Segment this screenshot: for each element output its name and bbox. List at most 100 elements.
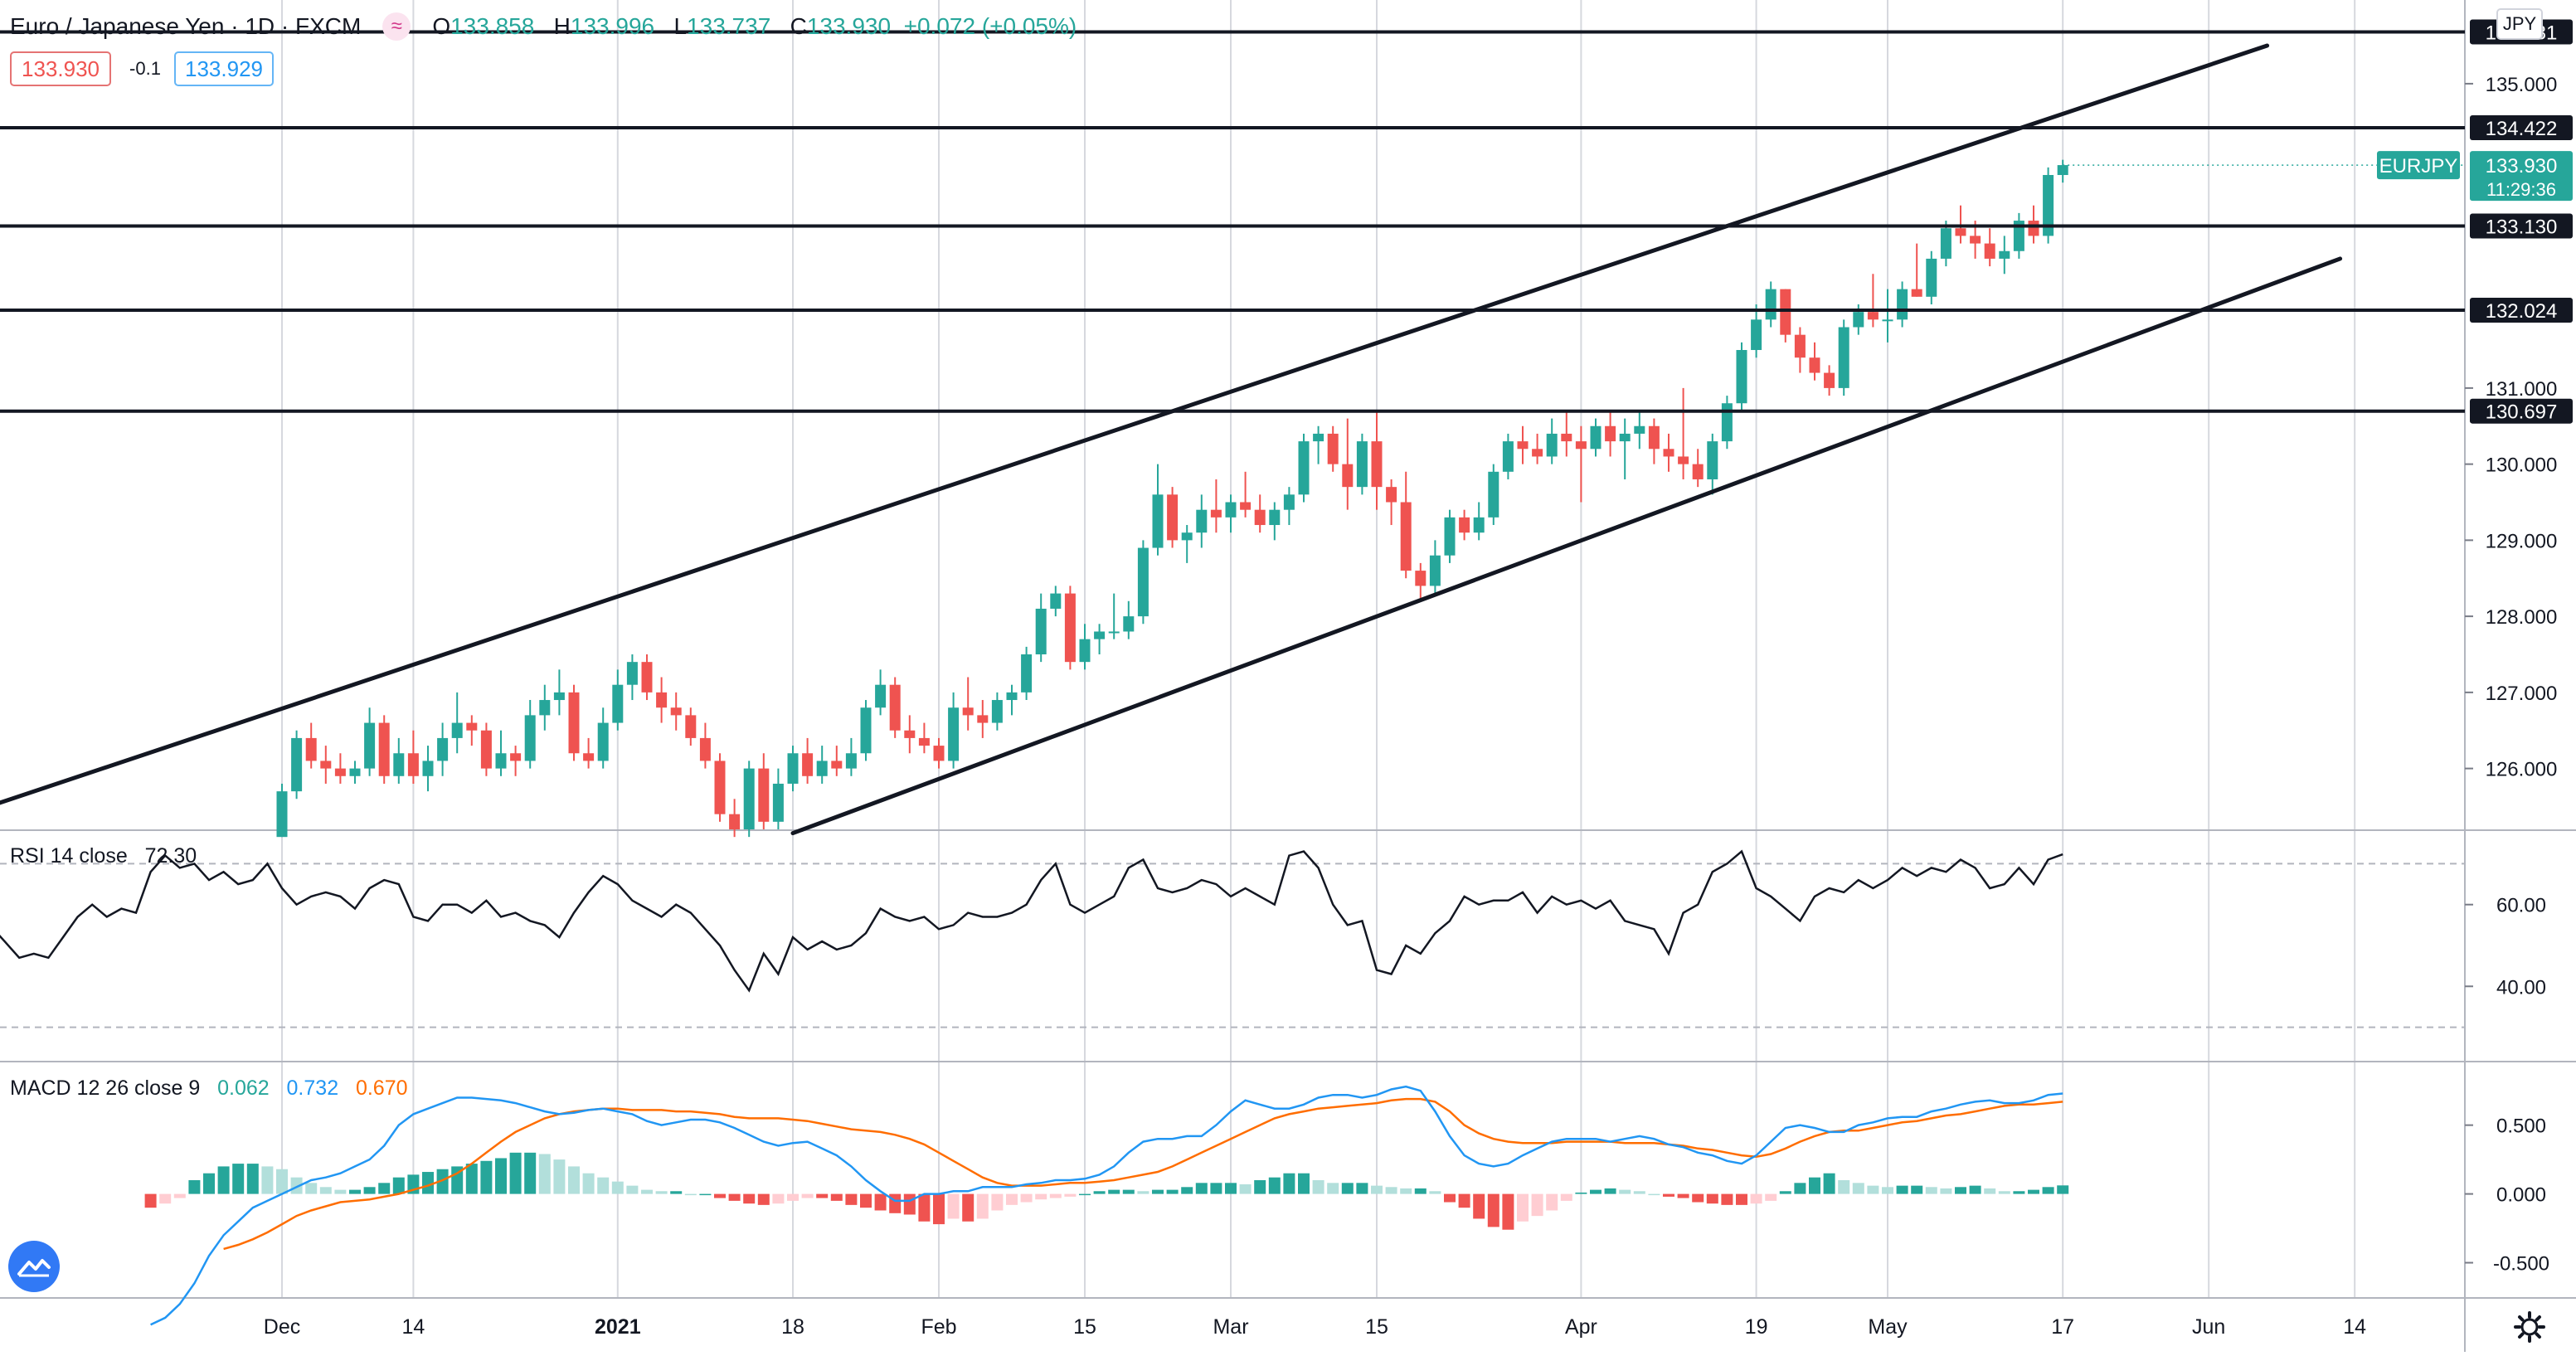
candle-body (1342, 464, 1354, 488)
macd-histogram-bar (290, 1177, 303, 1194)
candle-body (845, 753, 857, 769)
macd-histogram-bar (582, 1173, 595, 1194)
candle-body (1196, 509, 1208, 533)
macd-histogram-bar (1779, 1191, 1791, 1194)
candle-body (641, 662, 653, 693)
candle-body (1415, 571, 1427, 586)
candle-body (1283, 494, 1295, 510)
macd-histogram-bar (684, 1193, 697, 1196)
symbol-tag-label: EURJPY (2379, 155, 2458, 177)
macd-histogram-bar (641, 1189, 653, 1194)
rsi-pane: 40.00 60.00 (0, 849, 2546, 1028)
candle-body (1721, 403, 1733, 442)
price-axis: 126.000 127.000 128.000 129.000 130.000 131.0… (2465, 74, 2557, 781)
time-axis-label: 14 (401, 1315, 425, 1339)
macd-histogram-bar (1006, 1193, 1018, 1205)
macd-histogram-bar (1604, 1188, 1616, 1194)
time-axis-label: Dec (264, 1315, 300, 1339)
candle-body (1050, 593, 1062, 609)
rsi-legend[interactable]: RSI 14 close 72.30 (10, 844, 197, 868)
candle-body (933, 746, 945, 761)
macd-histogram-bar (495, 1158, 507, 1194)
candle-body (1897, 289, 1908, 320)
macd-histogram-bar (757, 1193, 770, 1205)
buy-price-button[interactable]: 133.929 (174, 51, 274, 86)
approx-icon[interactable]: ≈ (382, 12, 411, 41)
candle-body (948, 707, 960, 761)
macd-histogram-bar (1400, 1188, 1412, 1194)
candle-body (291, 737, 303, 792)
candle-body (364, 722, 376, 769)
macd-histogram-bar (480, 1160, 493, 1194)
candle-body (480, 730, 492, 769)
macd-histogram-bar (1298, 1173, 1310, 1194)
macd-histogram-value: 0.062 (217, 1077, 270, 1100)
level-price-tag (2470, 213, 2573, 239)
candle-body (977, 715, 989, 723)
macd-histogram-bar (1444, 1193, 1456, 1203)
macd-histogram-bar (1414, 1188, 1427, 1194)
symbol-title[interactable]: Euro / Japanese Yen · 1D · FXCM (10, 13, 362, 39)
candle-body (1371, 441, 1383, 488)
candle-body (495, 753, 507, 769)
candle-body (699, 737, 711, 761)
candle-body (1035, 608, 1047, 654)
macd-histogram-bar (1969, 1185, 1981, 1194)
candle-body (1940, 228, 1951, 259)
candle-body (1444, 517, 1456, 556)
candle-body (1546, 433, 1558, 457)
candle-body (349, 768, 361, 776)
macd-histogram-bar (363, 1187, 376, 1194)
candle-body (991, 700, 1003, 723)
price-axis-label: 130.000 (2486, 454, 2558, 477)
candle-body (553, 692, 565, 701)
candle-body (714, 761, 726, 814)
macd-axis-label: 0.000 (2496, 1184, 2546, 1207)
candle-body (1473, 517, 1485, 533)
sell-price-button[interactable]: 133.930 (10, 51, 111, 86)
candle-body (393, 753, 405, 776)
macd-histogram-bar (422, 1172, 434, 1194)
macd-histogram-bar (305, 1183, 318, 1194)
macd-histogram-bar (1312, 1180, 1324, 1194)
candle-body (1663, 449, 1674, 457)
macd-histogram-bar (918, 1193, 931, 1222)
macd-histogram-bar (1911, 1185, 1923, 1194)
candle-body (1386, 487, 1397, 503)
candle-body (1809, 357, 1820, 373)
time-axis-label: Jun (2192, 1315, 2225, 1339)
macd-histogram-bar (1940, 1188, 1952, 1194)
macd-histogram-bar (1794, 1183, 1806, 1194)
currency-button[interactable]: JPY (2496, 8, 2543, 40)
level-price-label: 134.422 (2486, 118, 2558, 140)
macd-histogram-bar (1765, 1193, 1777, 1201)
time-axis-label: 17 (2051, 1315, 2074, 1339)
candle-body (816, 761, 828, 776)
macd-histogram-bar (1984, 1188, 1996, 1194)
macd-histogram-bar (1706, 1193, 1718, 1204)
candle-body (1108, 631, 1120, 634)
candle-body (1400, 502, 1412, 571)
candle-body (1794, 334, 1806, 358)
candle-body (1575, 441, 1587, 450)
rsi-line (0, 849, 2063, 993)
macd-histogram-bar (2042, 1187, 2054, 1194)
tradingview-logo-icon[interactable] (8, 1241, 60, 1292)
candle-body (1459, 517, 1470, 533)
candle-body (1648, 425, 1660, 450)
candle-body (568, 692, 580, 754)
gear-icon[interactable] (2513, 1310, 2546, 1344)
candle-body (1356, 441, 1368, 488)
candle-body (758, 768, 770, 822)
candle-body (539, 700, 551, 716)
time-axis-label: Mar (1213, 1315, 1248, 1339)
macd-histogram-bar (1517, 1193, 1529, 1222)
macd-histogram-bar (801, 1193, 814, 1198)
rsi-axis-label: 40.00 (2496, 976, 2546, 999)
candle-body (656, 692, 668, 708)
candle-body (1488, 471, 1499, 518)
macd-legend[interactable]: MACD 12 26 close 9 0.062 0.732 0.670 (10, 1077, 408, 1101)
price-axis-label: 129.000 (2486, 530, 2558, 552)
